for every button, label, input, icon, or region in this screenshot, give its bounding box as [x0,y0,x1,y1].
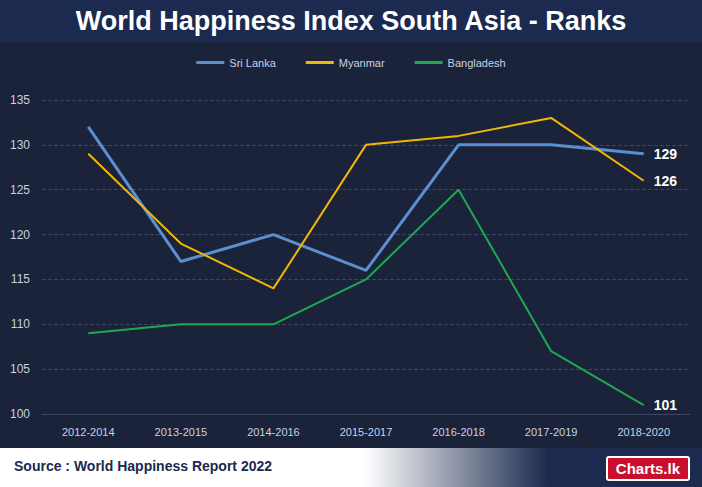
svg-text:130: 130 [10,138,30,152]
svg-text:105: 105 [10,362,30,376]
svg-text:2014-2016: 2014-2016 [247,426,300,438]
svg-text:126: 126 [654,173,678,189]
svg-text:2015-2017: 2015-2017 [340,426,393,438]
svg-text:Myanmar: Myanmar [339,57,385,69]
html-text:World Happiness Index South As: World Happiness Index South Asia - Ranks [75,6,627,36]
html-text:Charts.lk: Charts.lk [615,460,680,477]
svg-text:100: 100 [10,407,30,421]
svg-text:110: 110 [11,317,30,331]
svg-text:2013-2015: 2013-2015 [155,426,208,438]
svg-text:2012-2014: 2012-2014 [62,426,115,438]
svg-text:129: 129 [654,146,678,162]
svg-text:125: 125 [10,183,30,197]
svg-text:2017-2019: 2017-2019 [525,426,578,438]
svg-text:Bangladesh: Bangladesh [448,57,506,69]
svg-text:2018-2020: 2018-2020 [617,426,670,438]
svg-text:Sri Lanka: Sri Lanka [229,57,276,69]
svg-text:115: 115 [11,272,30,286]
svg-text:2016-2018: 2016-2018 [432,426,485,438]
svg-text:135: 135 [10,93,30,107]
svg-text:120: 120 [10,228,30,242]
svg-text:101: 101 [654,397,678,413]
html-text:Source : World Happiness Repor: Source : World Happiness Report 2022 [14,458,272,474]
